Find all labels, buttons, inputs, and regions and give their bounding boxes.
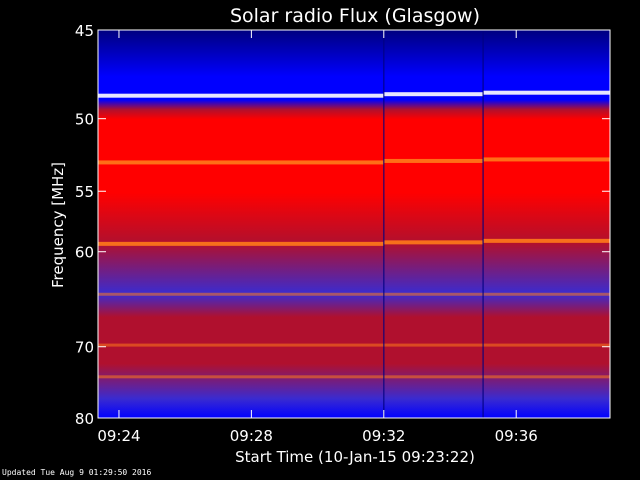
emission-line-segment: [383, 240, 484, 245]
emission-line-segment: [483, 157, 610, 162]
emission-line-segment: [483, 90, 610, 95]
y-axis: 45 50 55 60 70 80: [75, 22, 610, 428]
y-tick-label: 80: [75, 410, 94, 428]
x-tick-label: 09:28: [230, 427, 273, 445]
x-axis-label: Start Time (10-Jan-15 09:23:22): [235, 448, 475, 466]
emission-line-segment: [483, 238, 610, 243]
interference-band: [98, 343, 610, 347]
x-tick-label: 09:24: [97, 427, 140, 445]
plot-area: [97, 29, 611, 419]
interference-band: [98, 375, 610, 379]
x-axis: 09:24 09:28 09:32 09:36: [97, 30, 538, 445]
x-tick-label: 09:36: [495, 427, 538, 445]
y-tick-label: 55: [75, 183, 94, 201]
emission-line: [98, 157, 610, 165]
interference-band: [98, 292, 610, 296]
emission-line: [98, 90, 610, 98]
emission-line-segment: [383, 92, 484, 97]
emission-line-segment: [98, 93, 384, 98]
y-tick-label: 70: [75, 339, 94, 357]
plot-frame: [97, 29, 611, 419]
y-tick-label: 45: [75, 22, 94, 40]
y-tick-label: 60: [75, 244, 94, 262]
x-tick-label: 09:32: [362, 427, 405, 445]
emission-line-segment: [98, 160, 384, 165]
emission-line: [98, 238, 610, 246]
y-axis-label: Frequency [MHz]: [49, 162, 67, 288]
updated-timestamp: Updated Tue Aug 9 01:29:50 2016: [2, 468, 152, 477]
emission-line-segment: [383, 158, 484, 163]
y-tick-label: 50: [75, 111, 94, 129]
chart-title: Solar radio Flux (Glasgow): [230, 5, 480, 27]
emission-line-segment: [98, 241, 384, 246]
spectrogram-background: [98, 30, 610, 418]
